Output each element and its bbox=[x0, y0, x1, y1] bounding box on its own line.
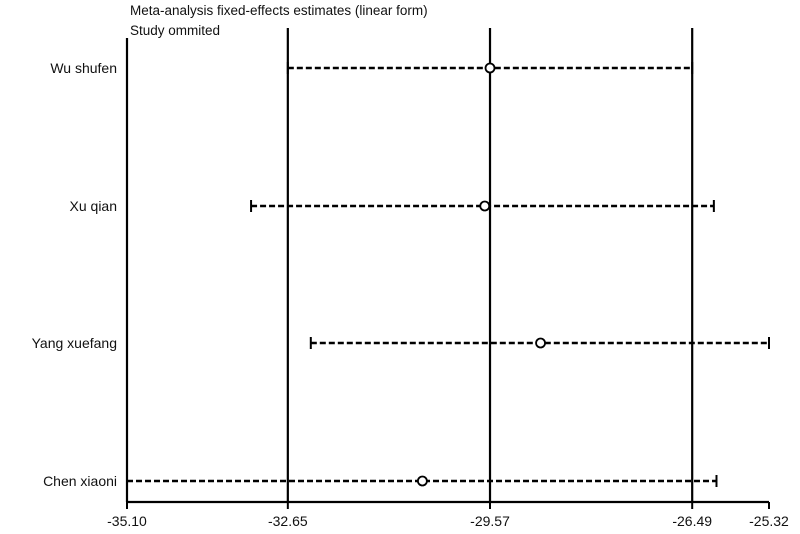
estimate-point-3 bbox=[416, 475, 428, 487]
study-label-1: Xu qian bbox=[70, 198, 117, 214]
estimate-point-2 bbox=[535, 337, 546, 349]
x-tick-label-3: -26.49 bbox=[672, 513, 712, 529]
estimate-point-1 bbox=[479, 200, 491, 212]
x-tick-label-1: -32.65 bbox=[268, 513, 308, 529]
x-tick-label-0: -35.10 bbox=[107, 513, 147, 529]
chart-title: Meta-analysis fixed-effects estimates (l… bbox=[130, 3, 428, 18]
chart-subtitle: Study ommited bbox=[130, 23, 221, 38]
chart-title-block: Meta-analysis fixed-effects estimates (l… bbox=[130, 1, 428, 41]
study-label-2: Yang xuefang bbox=[32, 335, 117, 351]
x-tick-label-2: -29.57 bbox=[470, 513, 510, 529]
estimate-point-0 bbox=[484, 62, 496, 74]
study-label-3: Chen xiaoni bbox=[43, 473, 117, 489]
study-label-0: Wu shufen bbox=[50, 60, 117, 76]
x-tick-label-4: -25.32 bbox=[749, 513, 789, 529]
